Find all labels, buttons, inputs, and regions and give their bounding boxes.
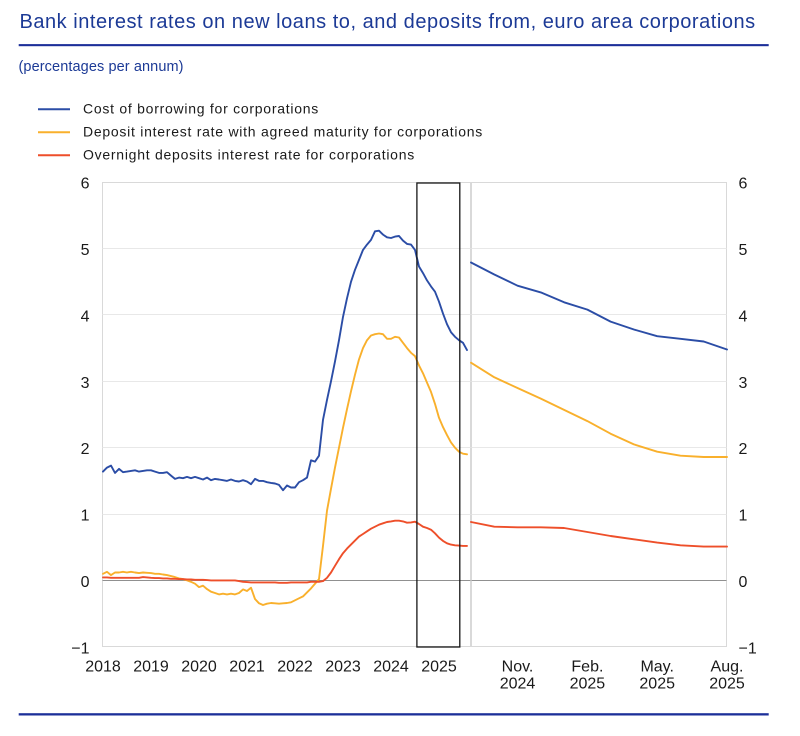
svg-text:2: 2: [739, 441, 748, 458]
svg-text:2019: 2019: [133, 659, 169, 676]
svg-text:4: 4: [739, 308, 748, 325]
svg-text:Feb.: Feb.: [571, 659, 603, 676]
svg-text:2022: 2022: [277, 659, 313, 676]
svg-text:Nov.: Nov.: [502, 659, 534, 676]
svg-text:3: 3: [739, 375, 748, 392]
svg-text:5: 5: [739, 242, 748, 259]
svg-text:2025: 2025: [421, 659, 457, 676]
svg-text:0: 0: [81, 574, 90, 591]
svg-text:−1: −1: [71, 640, 89, 657]
svg-text:2025: 2025: [709, 676, 745, 693]
svg-text:2025: 2025: [570, 676, 606, 693]
svg-text:5: 5: [81, 242, 90, 259]
svg-text:Bank interest rates on new loa: Bank interest rates on new loans to, and…: [20, 11, 756, 33]
svg-text:Deposit interest rate with agr: Deposit interest rate with agreed maturi…: [83, 124, 483, 140]
svg-text:(percentages per annum): (percentages per annum): [19, 59, 184, 75]
svg-text:Overnight deposits interest ra: Overnight deposits interest rate for cor…: [83, 147, 415, 163]
svg-text:2: 2: [81, 441, 90, 458]
svg-text:2020: 2020: [181, 659, 217, 676]
svg-text:2024: 2024: [373, 659, 409, 676]
svg-text:May.: May.: [640, 659, 673, 676]
svg-text:2018: 2018: [85, 659, 121, 676]
svg-text:6: 6: [739, 176, 748, 193]
svg-text:2021: 2021: [229, 659, 265, 676]
svg-text:Aug.: Aug.: [711, 659, 744, 676]
svg-text:2025: 2025: [639, 676, 675, 693]
svg-text:4: 4: [81, 308, 90, 325]
svg-text:2024: 2024: [500, 676, 536, 693]
svg-text:2023: 2023: [325, 659, 361, 676]
svg-text:1: 1: [739, 508, 748, 525]
svg-text:0: 0: [739, 574, 748, 591]
svg-text:−1: −1: [739, 640, 757, 657]
svg-text:Cost of borrowing for corporat: Cost of borrowing for corporations: [83, 101, 319, 117]
svg-text:6: 6: [81, 176, 90, 193]
svg-text:1: 1: [81, 508, 90, 525]
svg-text:3: 3: [81, 375, 90, 392]
